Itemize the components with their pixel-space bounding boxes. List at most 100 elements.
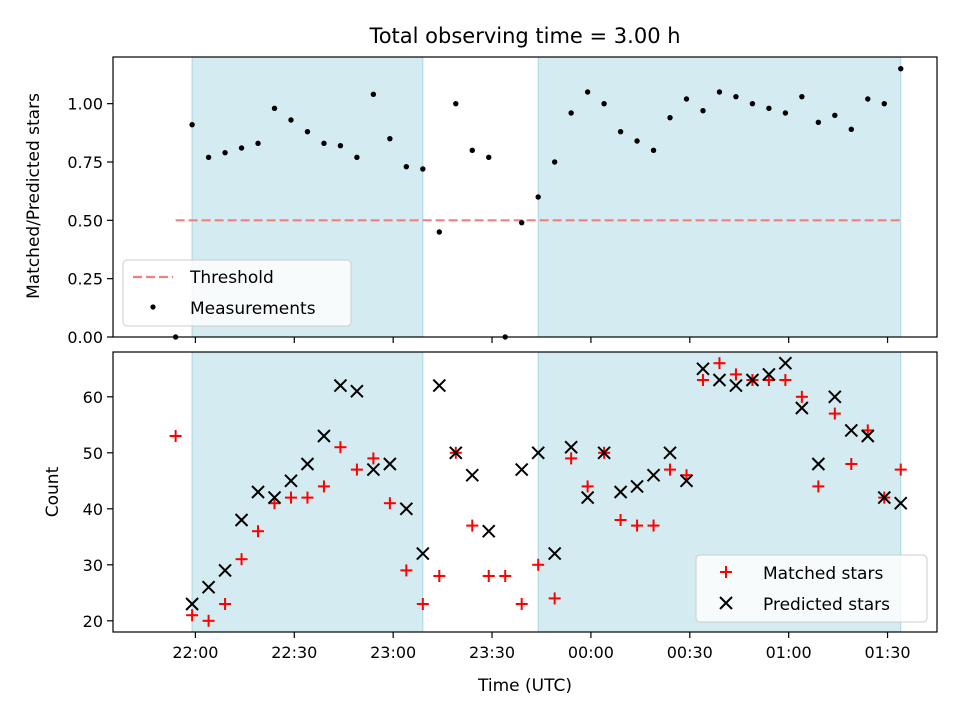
matched-point-22: [532, 558, 545, 571]
measurement-point-7: [288, 117, 294, 123]
measurement-point-5: [255, 140, 261, 147]
predicted-stars-points: [185, 356, 908, 611]
x-tick-label-5: 00:30: [667, 643, 713, 662]
bottom-y-tick-label-3: 50: [83, 444, 103, 463]
matched-point-28: [631, 519, 644, 532]
predicted-point-3: [234, 513, 249, 527]
predicted-point-20: [531, 446, 545, 460]
matched-point-15: [416, 598, 429, 610]
legend-measurements-label: Measurements: [190, 299, 316, 319]
matched-point-31: [680, 469, 693, 482]
matched-point-14: [400, 564, 413, 577]
predicted-point-21: [547, 546, 562, 561]
predicted-point-29: [679, 474, 694, 488]
top-y-tick-label-0: 0.00: [67, 328, 103, 347]
top-shaded-interval-1: [537, 56, 902, 338]
predicted-point-28: [663, 446, 677, 460]
x-tick-label-4: 00:00: [568, 643, 614, 662]
predicted-point-33: [745, 373, 760, 387]
top-legend: Threshold Measurements: [122, 259, 352, 327]
matched-point-18: [466, 519, 479, 532]
measurement-point-37: [782, 110, 789, 116]
x-tick-label-6: 01:00: [766, 643, 812, 662]
predicted-point-15: [432, 378, 447, 393]
matched-point-3: [219, 598, 232, 610]
predicted-point-34: [762, 367, 776, 382]
matched-point-40: [828, 407, 841, 420]
predicted-point-2: [218, 563, 232, 578]
top-y-axis: 0.00 0.25 0.50 0.75 1.00: [67, 95, 113, 347]
measurement-point-19: [486, 154, 492, 161]
predicted-point-6: [284, 474, 298, 488]
top-y-tick-label-1: 0.25: [67, 270, 103, 289]
predicted-point-25: [613, 485, 628, 499]
measurement-point-32: [700, 107, 706, 114]
predicted-point-31: [712, 373, 727, 387]
bottom-y-tick-label-2: 40: [83, 500, 103, 519]
top-y-axis-label: Matched/Predicted stars: [24, 93, 44, 299]
predicted-point-26: [630, 479, 644, 494]
predicted-point-36: [795, 401, 809, 415]
top-x-ticks: [194, 337, 889, 343]
matched-point-24: [565, 452, 578, 465]
measurement-point-9: [321, 140, 327, 147]
x-axis-label: Time (UTC): [477, 676, 572, 696]
x-tick-label-0: 22:00: [172, 643, 218, 662]
predicted-point-38: [828, 390, 842, 404]
matched-point-21: [515, 598, 528, 610]
measurement-point-21: [519, 219, 525, 226]
bottom-panel: 20 30 40 50 60 22:00 22:30 23:00 23:30 00:00 00:3…: [43, 351, 938, 696]
matched-point-1: [186, 609, 199, 622]
bottom-y-axis: 20 30 40 50 60: [83, 388, 113, 631]
measurement-point-27: [617, 128, 624, 135]
predicted-point-10: [350, 384, 364, 398]
matched-point-2: [202, 614, 215, 627]
matched-point-8: [301, 491, 314, 504]
top-y-tick-label-3: 0.75: [67, 153, 103, 172]
top-y-tick-label-4: 1.00: [67, 95, 103, 114]
matched-point-25: [581, 480, 594, 493]
bottom-y-axis-label: Count: [43, 466, 63, 517]
measurement-point-34: [733, 93, 739, 100]
measurement-point-10: [337, 142, 344, 149]
matched-point-12: [367, 452, 380, 465]
measurement-point-29: [650, 147, 657, 154]
predicted-point-24: [597, 446, 611, 460]
top-y-tick-label-2: 0.50: [67, 211, 103, 230]
predicted-point-9: [333, 378, 348, 393]
top-panel: 0.00 0.25 0.50 0.75 1.00 Matched/Predicted s…: [24, 56, 938, 347]
measurement-point-35: [749, 100, 756, 107]
matched-point-33: [713, 357, 726, 370]
measurement-point-15: [420, 166, 426, 172]
top-plot-frame: [112, 56, 938, 338]
bottom-y-tick-label-4: 60: [83, 388, 103, 407]
matched-point-6: [268, 497, 281, 510]
measurement-point-11: [354, 154, 360, 161]
predicted-point-23: [580, 490, 595, 505]
bottom-y-tick-label-1: 30: [83, 556, 103, 575]
measurement-point-28: [634, 138, 640, 144]
predicted-point-0: [185, 597, 199, 611]
measurement-point-24: [568, 110, 574, 116]
legend-threshold-label: Threshold: [189, 268, 274, 288]
top-shaded-intervals: [191, 56, 902, 338]
matched-point-36: [762, 374, 775, 386]
measurement-point-4: [238, 145, 245, 151]
predicted-point-16: [449, 446, 463, 460]
matched-point-20: [499, 570, 512, 582]
measurement-point-16: [436, 229, 443, 235]
measurement-point-3: [222, 149, 228, 156]
matched-point-32: [696, 374, 709, 386]
matched-point-10: [334, 441, 347, 454]
measurement-point-8: [304, 128, 311, 135]
matched-point-37: [779, 374, 792, 386]
x-tick-label-3: 23:30: [469, 643, 515, 662]
predicted-point-40: [861, 429, 875, 443]
measurement-point-31: [683, 96, 690, 102]
top-legend-box: [122, 259, 352, 327]
predicted-point-1: [201, 580, 216, 594]
predicted-point-5: [267, 490, 282, 505]
measurement-point-43: [881, 100, 887, 107]
measurement-point-42: [865, 96, 871, 102]
